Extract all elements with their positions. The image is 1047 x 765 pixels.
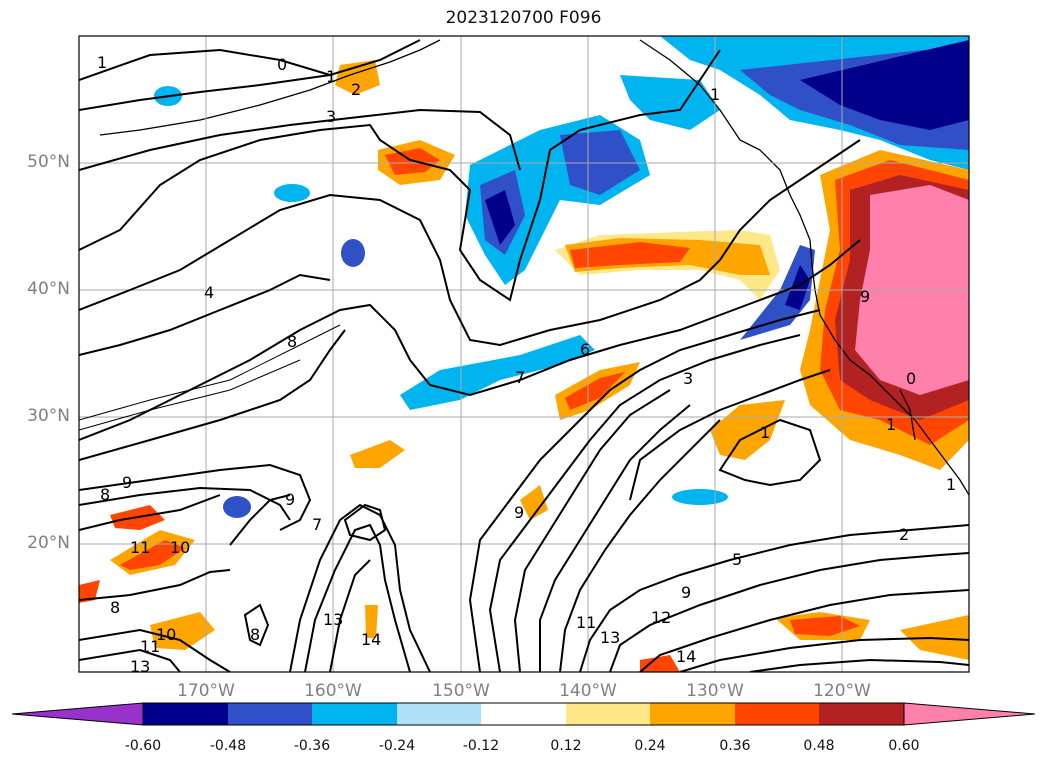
lat-label-20n: 20°N (27, 533, 70, 553)
negative-anomaly-region (620, 75, 720, 130)
contour-label: 0 (277, 55, 287, 74)
lat-label-30n: 30°N (27, 406, 70, 426)
positive-anomaly-region (350, 440, 405, 468)
contour-label: 9 (122, 473, 132, 492)
negative-anomaly-patch (672, 489, 728, 505)
positive-anomaly-region (365, 605, 378, 638)
colorbar-tick-label: -0.60 (124, 738, 162, 754)
colorbar-segment (397, 703, 481, 725)
contour-label: 13 (600, 628, 620, 647)
contour-label: 1 (946, 475, 956, 494)
strong-negative-anomaly-region (800, 40, 969, 130)
contour-label: 1 (710, 85, 720, 104)
strong-negative-anomaly-region (785, 265, 810, 310)
lat-label-40n: 40°N (27, 279, 70, 299)
contour-lines (79, 39, 969, 672)
contour-label: 14 (676, 647, 696, 666)
colorbar-tick-label: -0.24 (378, 738, 416, 754)
colorbar-segment (143, 703, 228, 725)
contour-label: 7 (312, 515, 322, 534)
contour-label: 11 (130, 538, 150, 557)
contour-label: 12 (651, 608, 671, 627)
colorbar-tick-label: -0.48 (209, 738, 247, 754)
contour-label: 8 (287, 332, 297, 351)
colorbar-tick-label: 0.24 (634, 738, 666, 754)
contour-label: 13 (130, 657, 150, 676)
negative-anomaly-patch (341, 239, 365, 267)
positive-anomaly-region (120, 540, 185, 570)
contour-label: 5 (732, 550, 742, 569)
lon-label-120w: 120°W (813, 681, 871, 701)
map-title: 2023120700 F096 (445, 8, 602, 28)
contour-label: 14 (361, 630, 381, 649)
thin-contour-lines (79, 324, 341, 431)
contour-label: 4 (204, 283, 214, 302)
positive-anomaly-region (520, 485, 548, 520)
colorbar-segment (228, 703, 312, 725)
colorbar-tick-label: 0.12 (550, 738, 582, 754)
positive-anomaly-region (640, 655, 680, 672)
colorbar-tick-label: 0.60 (888, 738, 920, 754)
contour-label: 3 (683, 369, 693, 388)
contour-label: 6 (580, 340, 590, 359)
contour-label: 2 (351, 80, 361, 99)
colorbar-tick-label: 0.36 (719, 738, 751, 754)
negative-anomaly-patch (223, 496, 251, 518)
plot-frame (78, 35, 970, 673)
contour-label: 1 (97, 53, 107, 72)
colorbar-segment (819, 703, 904, 725)
contour-label: 8 (100, 485, 110, 504)
lat-label-50n: 50°N (27, 152, 70, 172)
colorbar-tick-label: 0.48 (803, 738, 835, 754)
lon-label-130w: 130°W (686, 681, 744, 701)
colorbar-segment (312, 703, 397, 725)
contour-label: 0 (906, 369, 916, 388)
negative-anomaly-region (400, 335, 595, 410)
contour-label: 2 (899, 525, 909, 544)
contour-label: 13 (323, 610, 343, 629)
contour-label: 9 (681, 583, 691, 602)
colorbar-segment (650, 703, 735, 725)
contour-label: 8 (110, 598, 120, 617)
positive-anomaly-region (710, 400, 785, 460)
colorbar-tick-label: -0.36 (293, 738, 331, 754)
contour-label: 9 (285, 490, 295, 509)
colorbar-segment (566, 703, 650, 725)
lon-label-160w: 160°W (304, 681, 362, 701)
contour-label: 8 (250, 625, 260, 644)
positive-anomaly-region (150, 612, 215, 650)
contour-label: 11 (576, 613, 596, 632)
contour-label: 1 (760, 423, 770, 442)
contour-label: 11 (140, 637, 160, 656)
colorbar (11, 702, 1036, 726)
colorbar-low-extend (11, 702, 144, 726)
contour-label: 1 (326, 67, 336, 86)
positive-anomaly-region (570, 242, 690, 268)
contour-label: 9 (514, 503, 524, 522)
contour-label: 10 (156, 625, 176, 644)
colorbar-segment (481, 703, 566, 725)
negative-anomaly-patch (274, 184, 310, 202)
contour-labels: 1 0 1 2 3 4 8 6 7 3 1 0 1 9 9 7 8 9 11 1… (97, 53, 956, 676)
colorbar-high-extend (903, 702, 1036, 726)
lon-label-170w: 170°W (177, 681, 235, 701)
colorbar-frame (142, 702, 905, 726)
lon-label-140w: 140°W (559, 681, 617, 701)
positive-anomaly-region (79, 580, 100, 603)
contour-label: 10 (170, 538, 190, 557)
colorbar-tick-label: -0.12 (462, 738, 500, 754)
contour-label: 7 (515, 368, 525, 387)
contour-label: 9 (860, 287, 870, 306)
colorbar-segment (735, 703, 819, 725)
contour-label: 1 (886, 415, 896, 434)
strong-negative-anomaly-region (485, 190, 515, 245)
lon-label-150w: 150°W (432, 681, 490, 701)
contour-label: 3 (326, 107, 336, 126)
positive-anomaly-region (565, 372, 625, 410)
